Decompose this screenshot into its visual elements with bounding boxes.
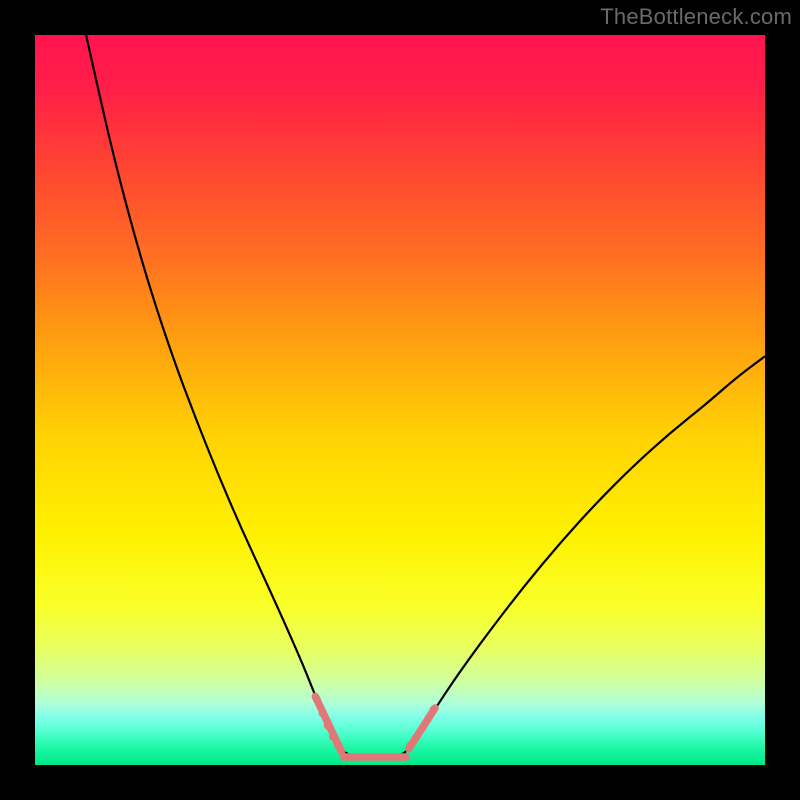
- gradient-background: [35, 35, 765, 765]
- pink-left-dot: [319, 709, 327, 717]
- pink-right-dot: [430, 706, 438, 714]
- chart-svg: [35, 35, 765, 765]
- pink-right-dot: [419, 724, 427, 732]
- pink-right-dot: [412, 733, 420, 741]
- pink-right-dot: [406, 742, 414, 750]
- watermark-text: TheBottleneck.com: [600, 4, 792, 30]
- pink-right-dot: [424, 714, 432, 722]
- chart-frame: TheBottleneck.com: [0, 0, 800, 800]
- pink-left-dot: [324, 722, 332, 730]
- pink-left-dot: [329, 733, 337, 741]
- plot-area: [35, 35, 765, 765]
- pink-left-dot: [334, 741, 342, 749]
- pink-left-dot: [313, 695, 321, 703]
